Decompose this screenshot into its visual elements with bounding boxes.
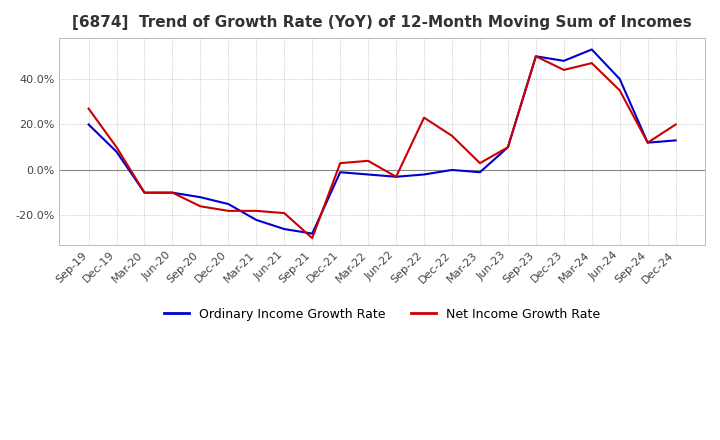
Net Income Growth Rate — [308, 235, 317, 241]
Net Income Growth Rate — [280, 210, 289, 216]
Net Income Growth Rate — [168, 190, 177, 195]
Net Income Growth Rate — [364, 158, 372, 164]
Ordinary Income Growth Rate — [644, 140, 652, 145]
Net Income Growth Rate — [392, 174, 400, 180]
Net Income Growth Rate — [84, 106, 93, 111]
Net Income Growth Rate — [420, 115, 428, 120]
Ordinary Income Growth Rate — [476, 169, 485, 175]
Net Income Growth Rate — [616, 88, 624, 93]
Legend: Ordinary Income Growth Rate, Net Income Growth Rate: Ordinary Income Growth Rate, Net Income … — [159, 303, 605, 326]
Title: [6874]  Trend of Growth Rate (YoY) of 12-Month Moving Sum of Incomes: [6874] Trend of Growth Rate (YoY) of 12-… — [72, 15, 692, 30]
Line: Ordinary Income Growth Rate: Ordinary Income Growth Rate — [89, 49, 675, 234]
Net Income Growth Rate — [644, 140, 652, 145]
Net Income Growth Rate — [252, 208, 261, 213]
Net Income Growth Rate — [112, 145, 121, 150]
Ordinary Income Growth Rate — [280, 227, 289, 232]
Ordinary Income Growth Rate — [392, 174, 400, 180]
Net Income Growth Rate — [336, 161, 344, 166]
Ordinary Income Growth Rate — [252, 217, 261, 223]
Net Income Growth Rate — [671, 122, 680, 127]
Ordinary Income Growth Rate — [531, 54, 540, 59]
Net Income Growth Rate — [140, 190, 149, 195]
Net Income Growth Rate — [588, 60, 596, 66]
Ordinary Income Growth Rate — [616, 77, 624, 82]
Net Income Growth Rate — [196, 204, 204, 209]
Ordinary Income Growth Rate — [168, 190, 177, 195]
Ordinary Income Growth Rate — [503, 145, 512, 150]
Net Income Growth Rate — [503, 145, 512, 150]
Ordinary Income Growth Rate — [196, 194, 204, 200]
Line: Net Income Growth Rate: Net Income Growth Rate — [89, 56, 675, 238]
Ordinary Income Growth Rate — [308, 231, 317, 236]
Ordinary Income Growth Rate — [588, 47, 596, 52]
Ordinary Income Growth Rate — [112, 149, 121, 154]
Ordinary Income Growth Rate — [420, 172, 428, 177]
Ordinary Income Growth Rate — [448, 167, 456, 172]
Ordinary Income Growth Rate — [84, 122, 93, 127]
Ordinary Income Growth Rate — [140, 190, 149, 195]
Ordinary Income Growth Rate — [671, 138, 680, 143]
Ordinary Income Growth Rate — [559, 58, 568, 63]
Net Income Growth Rate — [448, 133, 456, 139]
Ordinary Income Growth Rate — [224, 202, 233, 207]
Net Income Growth Rate — [224, 208, 233, 213]
Ordinary Income Growth Rate — [364, 172, 372, 177]
Ordinary Income Growth Rate — [336, 169, 344, 175]
Net Income Growth Rate — [476, 161, 485, 166]
Net Income Growth Rate — [531, 54, 540, 59]
Net Income Growth Rate — [559, 67, 568, 73]
